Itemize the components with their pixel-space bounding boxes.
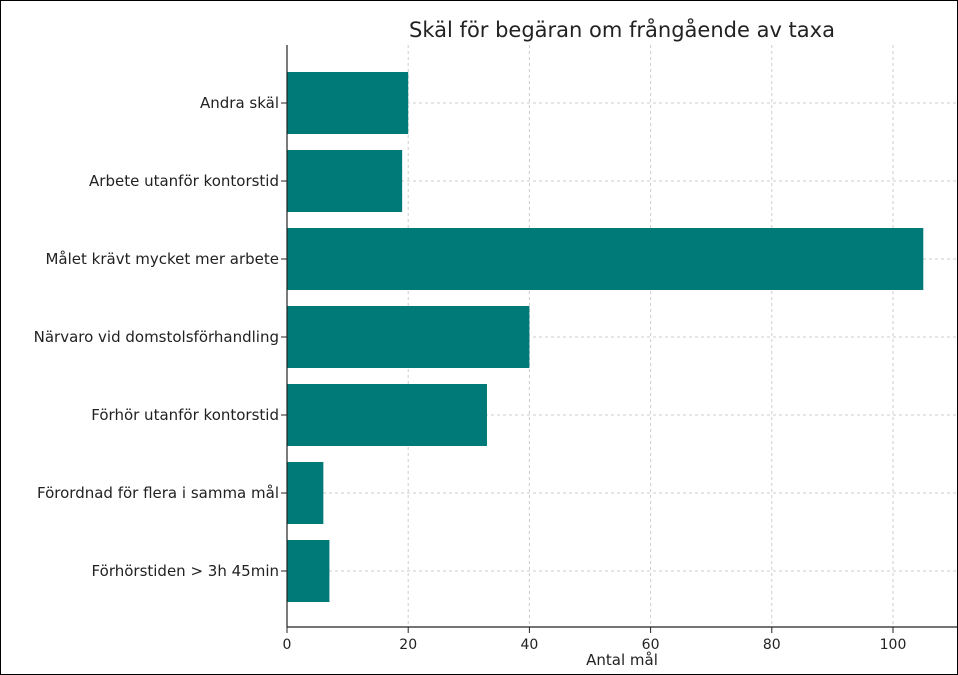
category-label: Förhör utanför kontorstid bbox=[91, 406, 279, 424]
x-tick-label: 0 bbox=[283, 637, 292, 653]
category-label: Målet krävt mycket mer arbete bbox=[45, 250, 279, 268]
x-tick-label: 60 bbox=[642, 637, 660, 653]
category-label: Andra skäl bbox=[200, 94, 279, 112]
bars bbox=[287, 72, 924, 602]
bar bbox=[287, 72, 409, 134]
bar bbox=[287, 150, 403, 212]
bar bbox=[287, 228, 924, 290]
category-label: Arbete utanför kontorstid bbox=[89, 172, 279, 190]
x-tick-label: 20 bbox=[399, 637, 417, 653]
bar bbox=[287, 540, 330, 602]
bar bbox=[287, 462, 324, 524]
category-label: Förhörstiden > 3h 45min bbox=[92, 562, 279, 580]
x-axis-label: Antal mål bbox=[586, 651, 658, 669]
x-tick-label: 100 bbox=[880, 637, 907, 653]
chart-title: Skäl för begäran om frångående av taxa bbox=[409, 17, 835, 42]
category-label: Förordnad för flera i samma mål bbox=[37, 484, 279, 502]
category-labels: Andra skäl Arbete utanför kontorstid Målet… bbox=[34, 94, 279, 580]
x-tick-label: 40 bbox=[520, 637, 538, 653]
axes bbox=[281, 45, 957, 633]
category-label: Närvaro vid domstolsförhandling bbox=[34, 328, 279, 346]
bar bbox=[287, 306, 530, 368]
bar bbox=[287, 384, 487, 446]
x-tick-label: 80 bbox=[763, 637, 781, 653]
x-tick-labels: 0 20 40 60 80 100 bbox=[283, 637, 907, 653]
